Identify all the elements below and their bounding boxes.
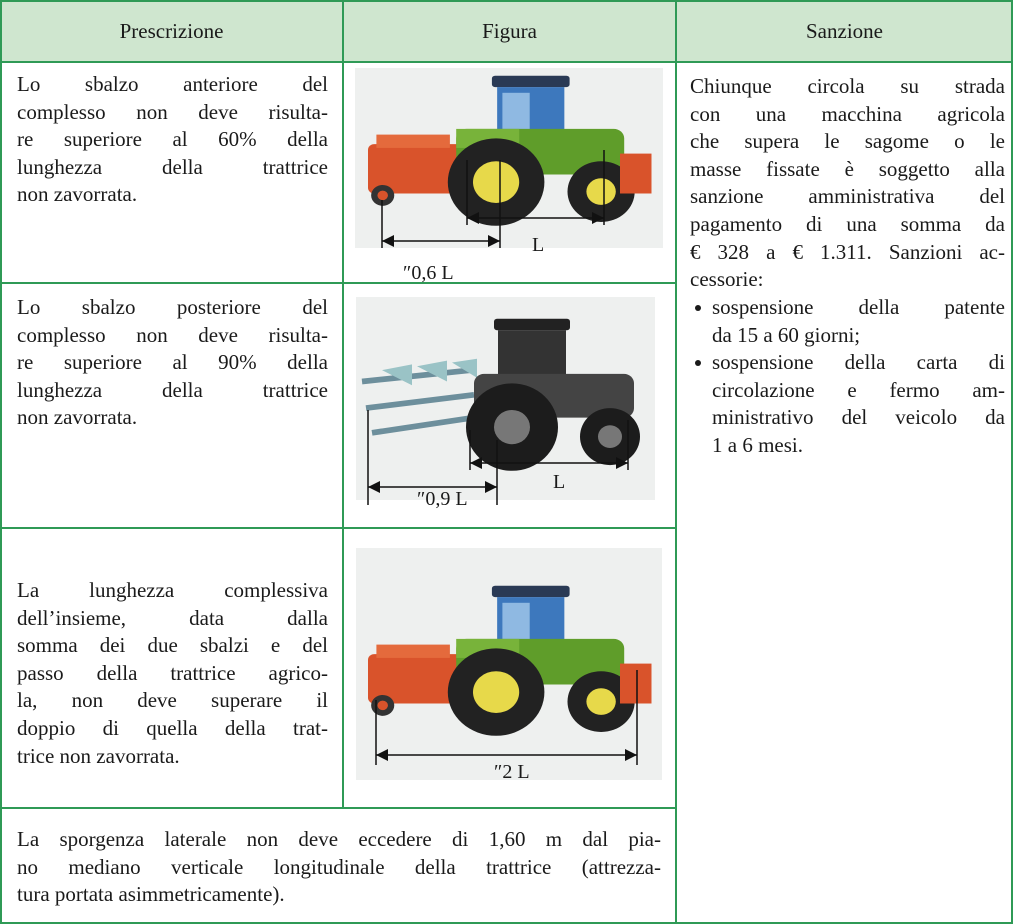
text-line: con una macchina agricola bbox=[690, 101, 1005, 126]
text-line: Lo sbalzo posteriore del bbox=[17, 295, 328, 319]
header-background bbox=[1, 1, 1012, 62]
text-line: lunghezza della trattrice bbox=[17, 377, 328, 402]
figure-label: L bbox=[532, 234, 544, 256]
text-line: doppio di quella della trat- bbox=[17, 715, 328, 740]
prescrizione-text: La lunghezza complessiva dell’insieme, da… bbox=[17, 577, 328, 770]
text-line: re superiore al 60% della bbox=[17, 127, 328, 152]
text-line: sanzione amministrativa del bbox=[690, 184, 1005, 209]
text-line: € 328 a € 1.311. Sanzioni ac- bbox=[690, 239, 1005, 264]
text-line: 1 a 6 mesi. bbox=[712, 432, 803, 457]
text-line: Chiunque circola su strada bbox=[690, 74, 1005, 98]
text-line: sospensione della carta di bbox=[712, 350, 1005, 375]
text-line: no mediano verticale longitudinale della… bbox=[17, 854, 661, 879]
figure-label: ″2 L bbox=[494, 761, 530, 783]
text-line: complesso non deve risulta- bbox=[17, 99, 328, 124]
text-line: trice non zavorrata. bbox=[17, 743, 180, 768]
text-line: pagamento di una somma da bbox=[690, 211, 1005, 236]
figure-1: ″0,6 L L bbox=[355, 68, 663, 284]
text-line: lunghezza della trattrice bbox=[17, 154, 328, 179]
column-header: Sanzione bbox=[806, 19, 883, 43]
figure-label: L bbox=[553, 471, 565, 493]
figure-label: ″0,6 L bbox=[403, 262, 454, 284]
text-line: masse fissate è soggetto alla bbox=[690, 156, 1005, 181]
text-line: cessorie: bbox=[690, 267, 764, 292]
text-line: circolazione e fermo am- bbox=[712, 377, 1005, 402]
figure-2: ″0,9 L L bbox=[356, 297, 655, 510]
text-line: tura portata asimmetricamente). bbox=[17, 882, 285, 907]
text-line: La lunghezza complessiva bbox=[17, 578, 328, 602]
text-line: re superiore al 90% della bbox=[17, 350, 328, 375]
prescrizione-text: Lo sbalzo anteriore del complesso non dev… bbox=[17, 71, 328, 209]
figure-3: ″2 L bbox=[356, 548, 662, 783]
footer-note: La sporgenza laterale non deve eccedere … bbox=[17, 826, 661, 909]
text-line: che supera le sagome o le bbox=[690, 129, 1005, 154]
text-line: passo della trattrice agrico- bbox=[17, 660, 328, 685]
sanzione-text: Chiunque circola su strada con una macchi… bbox=[690, 73, 1005, 294]
text-line: sospensione della patente bbox=[712, 295, 1005, 319]
text-line: complesso non deve risulta- bbox=[17, 322, 328, 347]
bullet-item: sospensione della carta di circolazione e… bbox=[695, 349, 1005, 459]
sanzione-list: sospensione della patente da 15 a 60 gior… bbox=[690, 294, 1005, 460]
text-line: la, non deve superare il bbox=[17, 688, 328, 713]
column-header: Prescrizione bbox=[119, 19, 224, 43]
text-line: dell’insieme, data dalla bbox=[17, 605, 328, 630]
text-line: non zavorrata. bbox=[17, 182, 138, 207]
prescrizione-text: Lo sbalzo posteriore del complesso non de… bbox=[17, 294, 328, 432]
text-line: La sporgenza laterale non deve eccedere … bbox=[17, 827, 661, 851]
text-line: da 15 a 60 giorni; bbox=[712, 322, 861, 347]
text-line: non zavorrata. bbox=[17, 405, 138, 430]
text-line: ministrativo del veicolo da bbox=[712, 405, 1005, 430]
bullet-item: sospensione della patente da 15 a 60 gior… bbox=[695, 294, 1005, 349]
figure-label: ″0,9 L bbox=[417, 488, 468, 510]
text-line: Lo sbalzo anteriore del bbox=[17, 72, 328, 96]
column-header: Figura bbox=[482, 19, 537, 43]
text-line: somma dei due sbalzi e del bbox=[17, 633, 328, 658]
